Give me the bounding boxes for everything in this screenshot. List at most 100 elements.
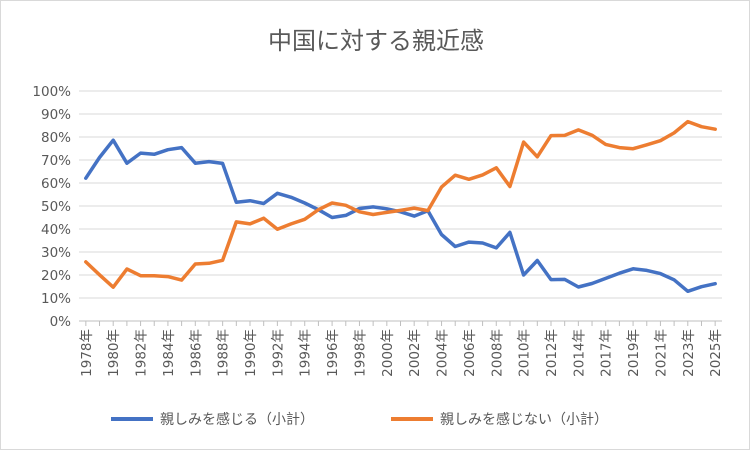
series-lines [84, 119, 717, 294]
x-tick-label: 1984年 [161, 329, 177, 377]
data-point [468, 178, 470, 180]
data-point [673, 279, 675, 281]
data-point [222, 259, 224, 261]
data-point [605, 277, 607, 279]
data-point [140, 152, 142, 154]
data-point [167, 276, 169, 278]
data-point [536, 259, 538, 262]
data-point [482, 174, 484, 176]
data-point [482, 242, 484, 244]
data-point [618, 272, 621, 274]
y-tick-label: 70% [41, 153, 71, 169]
data-point [632, 268, 634, 270]
data-point [167, 149, 169, 151]
data-point [208, 161, 210, 163]
data-point [646, 269, 648, 271]
data-point [85, 177, 87, 179]
x-tick-label: 2025年 [708, 329, 724, 377]
y-tick-label: 30% [41, 245, 71, 261]
data-point [550, 135, 552, 137]
x-tick-label: 1978年 [79, 329, 95, 377]
data-point [536, 156, 538, 158]
data-point [358, 211, 361, 213]
data-point [345, 214, 347, 216]
data-point [263, 202, 265, 205]
data-point [98, 274, 101, 276]
data-point [140, 275, 142, 277]
data-point [454, 174, 456, 176]
y-tick-label: 20% [41, 268, 71, 284]
data-point [550, 279, 552, 281]
data-point [714, 128, 716, 130]
data-point [659, 273, 662, 275]
data-point [331, 202, 333, 204]
y-tick-label: 100% [32, 84, 71, 100]
y-tick-label: 80% [41, 130, 71, 146]
y-tick-label: 0% [50, 314, 72, 330]
data-point [700, 286, 703, 288]
legend: 親しみを感じる（小計） 親しみを感じない（小計） [111, 411, 608, 428]
data-point [509, 231, 511, 233]
x-tick-label: 2023年 [681, 329, 697, 377]
data-point [454, 245, 456, 248]
data-point [208, 262, 210, 264]
x-tick-label: 1992年 [270, 329, 286, 377]
x-tick-label: 1982年 [134, 329, 150, 377]
data-point [276, 228, 278, 230]
data-point [646, 144, 648, 146]
data-point [523, 141, 525, 143]
data-point [399, 209, 402, 211]
legend-label-series-1: 親しみを感じる（小計） [160, 411, 314, 428]
data-point [331, 216, 333, 219]
data-point [577, 129, 580, 131]
data-point [468, 241, 470, 243]
data-point [222, 162, 224, 164]
data-point [235, 221, 237, 223]
data-point [659, 140, 662, 142]
data-point [194, 263, 196, 265]
data-point [605, 143, 607, 145]
data-point [112, 286, 114, 288]
data-point [263, 217, 265, 219]
x-tick-label: 1990年 [243, 329, 259, 377]
data-point [235, 201, 237, 203]
x-tick-label: 2010年 [517, 329, 533, 377]
data-point [440, 233, 443, 236]
data-point [345, 204, 347, 206]
data-point [413, 215, 415, 217]
data-point [85, 261, 87, 263]
gridlines [79, 90, 722, 322]
y-tick-label: 10% [41, 291, 71, 307]
x-tick-label: 2019年 [626, 329, 642, 377]
data-point [386, 211, 388, 213]
data-point [372, 206, 374, 208]
data-point [98, 156, 101, 159]
data-point [413, 207, 415, 209]
data-point [700, 126, 703, 128]
data-point [591, 134, 593, 136]
data-point [577, 286, 580, 288]
data-point [112, 139, 114, 141]
data-point [386, 208, 388, 210]
data-point [290, 196, 292, 198]
x-tick-label: 2017年 [599, 329, 615, 377]
data-point [427, 210, 429, 212]
x-tick-label: 2014年 [571, 329, 587, 377]
y-tick-label: 50% [41, 199, 71, 215]
x-tick-label: 1988年 [216, 329, 232, 377]
data-point [304, 218, 306, 220]
chart-title: 中国に対する親近感 [268, 27, 484, 55]
x-tick-label: 1994年 [298, 329, 314, 377]
data-point [495, 247, 497, 249]
series-line-1 [84, 138, 717, 294]
data-point [194, 162, 196, 164]
data-point [153, 275, 155, 277]
data-point [249, 200, 251, 202]
data-point [126, 162, 128, 164]
x-tick-label: 2021年 [653, 329, 669, 377]
data-point [276, 192, 278, 194]
data-point [687, 290, 689, 292]
x-tick-label: 2006年 [462, 329, 478, 377]
